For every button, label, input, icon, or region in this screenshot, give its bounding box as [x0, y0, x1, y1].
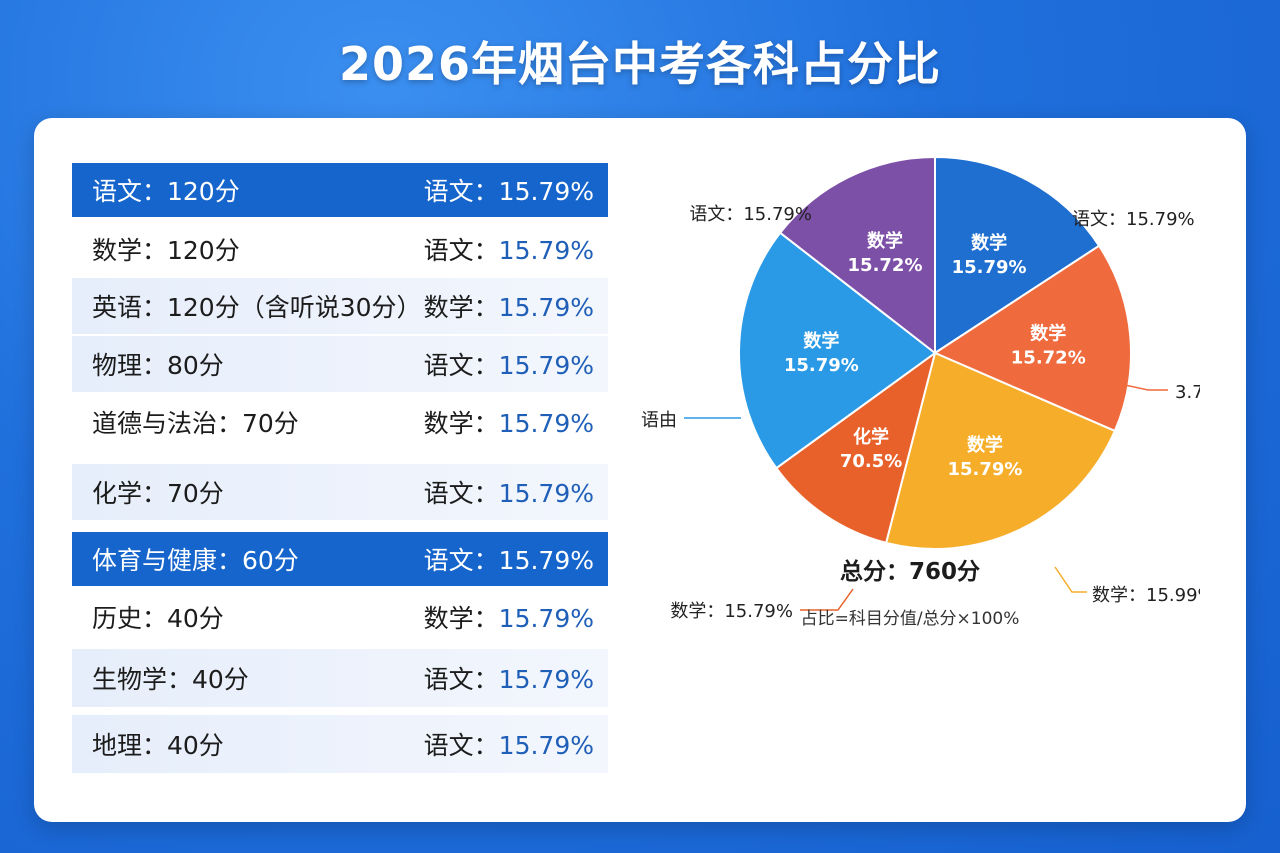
slice-outer-label: 语文：15.79% [1072, 209, 1195, 230]
slice-name-label: 化学 [853, 426, 889, 448]
ratio-formula: 占比=科目分值/总分×100% [800, 609, 1020, 629]
leader-line [1024, 215, 1068, 238]
percentage-label: 语文： [423, 731, 499, 760]
table-row: 历史：40分 数学：15.79% [72, 589, 608, 645]
pie-slice [934, 155, 1101, 355]
table-row: 数学：120分 语文：15.79% [72, 221, 608, 277]
subject-score: 道德与法治：70分 [92, 409, 299, 438]
percentage-value: 15.79% [498, 731, 594, 760]
subject-score: 语文：120分 [92, 177, 240, 206]
subject-percentage: 数学：15.79% [424, 404, 594, 440]
slice-value-label: 15.79% [947, 459, 1022, 480]
percentage-value: 15.79% [498, 351, 594, 380]
percentage-label: 数学： [423, 409, 499, 438]
subject-percentage: 数学：15.79% [424, 288, 594, 324]
leader-line [1124, 384, 1168, 391]
subject-percentage: 数学：15.79% [424, 599, 594, 635]
table-row: 物理：80分 语文：15.79% [72, 336, 608, 392]
table-row: 语文：120分 语文：15.79% [72, 163, 608, 217]
table-row: 英语：120分（含听说30分） 数学：15.79% [72, 278, 608, 334]
subject-percentage: 语文：15.79% [424, 660, 594, 696]
table-row: 生物学：40分 语文：15.79% [72, 649, 608, 707]
slice-value-label: 15.79% [784, 355, 859, 376]
subject-percentage: 语文：15.79% [424, 231, 594, 267]
subject-percentage: 语文：15.79% [424, 346, 594, 382]
pie-slice [932, 244, 1132, 433]
table-row: 化学：70分 语文：15.79% [72, 464, 608, 520]
slice-outer-label: 数学：15.99% [1092, 585, 1200, 606]
subject-percentage: 语文：15.79% [424, 172, 594, 208]
percentage-value: 15.79% [498, 177, 594, 206]
percentage-label: 语文： [423, 665, 499, 694]
subject-score: 历史：40分 [92, 604, 224, 633]
leader-line [1054, 566, 1087, 593]
slice-value-label: 15.79% [952, 257, 1027, 278]
slice-outer-label: 语文：15.79% [689, 204, 812, 225]
table-row: 体育与健康：60分 语文：15.79% [72, 532, 608, 586]
slice-value-label: 70.5% [840, 451, 902, 472]
slice-value-label: 15.72% [1011, 347, 1086, 368]
percentage-label: 语文： [423, 546, 499, 575]
slice-value-label: 15.72% [848, 255, 923, 276]
percentage-value: 15.79% [498, 293, 594, 322]
slice-name-label: 数学 [803, 330, 839, 352]
percentage-value: 15.79% [498, 236, 594, 265]
subject-percentage: 语文：15.79% [424, 541, 594, 577]
total-score: 总分：760分 [839, 559, 980, 585]
subject-score: 化学：70分 [92, 479, 224, 508]
leader-line [800, 588, 854, 611]
page-title: 2026年烟台中考各科占分比 [338, 37, 942, 91]
subject-percentage: 语文：15.79% [424, 726, 594, 762]
slice-outer-label: 语由 [641, 410, 677, 431]
pie-slice [774, 350, 937, 545]
percentage-label: 数学： [423, 293, 499, 322]
percentage-value: 15.79% [498, 604, 594, 633]
percentage-value: 15.79% [498, 409, 594, 438]
slice-name-label: 数学 [971, 232, 1007, 254]
pie-chart: 数学 15.79% 语文：15.79% 数学 15.72% 3.79% 数学 15.79% 数学… [600, 60, 1200, 620]
pie-chart-svg: 数学 15.79% 语文：15.79% 数学 15.72% 3.79% 数学 15.79% 数学… [641, 155, 1200, 620]
subject-score: 英语：120分（含听说30分） [92, 293, 422, 322]
slice-name-label: 数学 [1030, 322, 1066, 344]
subject-score: 数学：120分 [92, 236, 240, 265]
table-row: 地理：40分 语文：15.79% [72, 715, 608, 773]
subject-score: 生物学：40分 [92, 665, 249, 694]
percentage-label: 语文： [423, 479, 499, 508]
slice-name-label: 数学 [867, 230, 903, 252]
percentage-label: 数学： [423, 604, 499, 633]
percentage-label: 语文： [423, 351, 499, 380]
pie-slice [778, 155, 936, 356]
percentage-label: 语文： [423, 236, 499, 265]
leader-line [818, 211, 857, 229]
percentage-label: 语文： [423, 177, 499, 206]
subject-score: 体育与健康：60分 [92, 546, 299, 575]
table-row: 道德与法治：70分 数学：15.79% [72, 394, 608, 450]
pie-slice [738, 231, 937, 470]
pie-slice [884, 351, 1117, 550]
subject-percentage: 语文：15.79% [424, 474, 594, 510]
slice-outer-label: 3.79% [1175, 382, 1200, 403]
subject-score: 物理：80分 [92, 351, 224, 380]
percentage-value: 15.79% [498, 479, 594, 508]
percentage-value: 15.79% [498, 546, 594, 575]
slice-name-label: 数学 [967, 434, 1003, 456]
percentage-value: 15.79% [498, 665, 594, 694]
slice-outer-label: 数学：15.79% [670, 601, 793, 620]
subject-score: 地理：40分 [92, 731, 224, 760]
